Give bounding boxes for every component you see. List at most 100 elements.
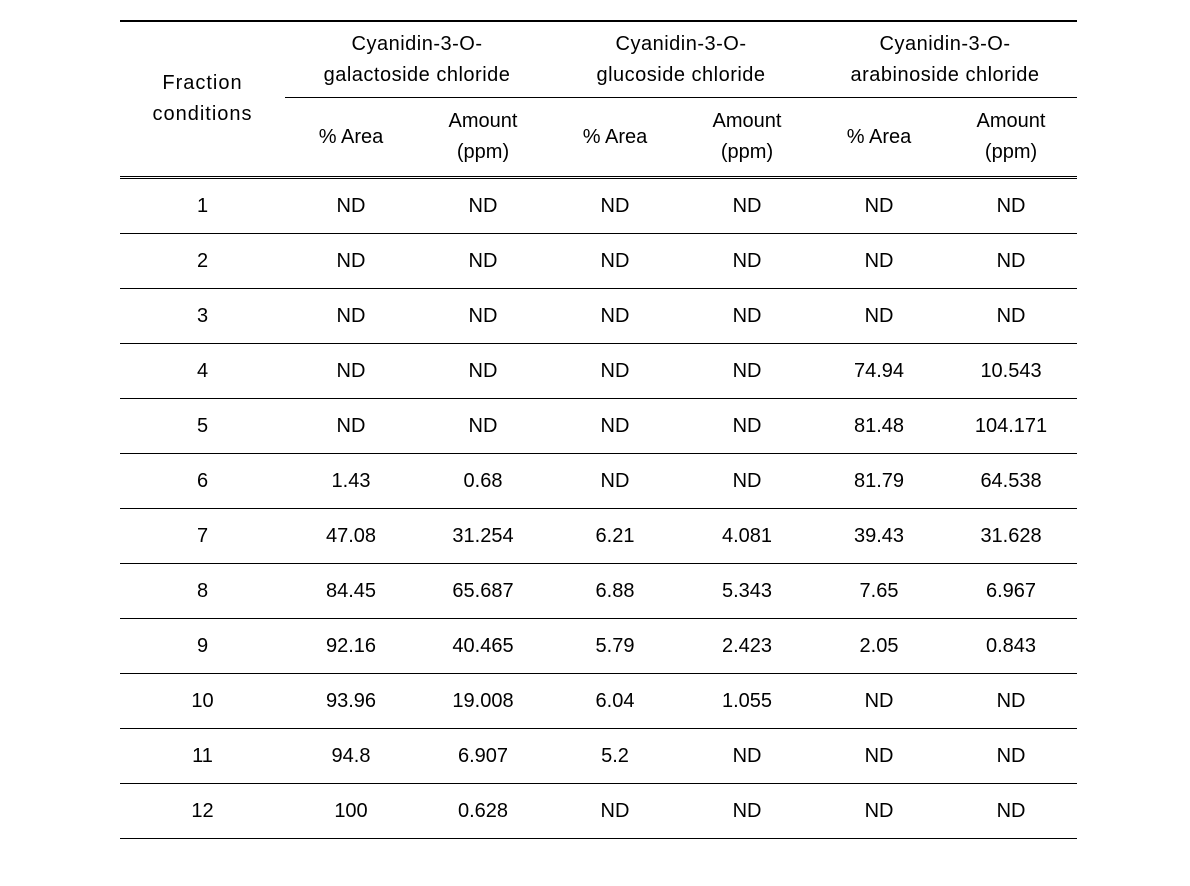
header-compound-2: Cyanidin-3-O- glucoside chloride — [549, 21, 813, 98]
cell-value: 47.08 — [285, 509, 417, 564]
cell-value: ND — [681, 234, 813, 289]
cell-value: 6.21 — [549, 509, 681, 564]
cell-fraction: 5 — [120, 399, 285, 454]
cell-value: ND — [417, 234, 549, 289]
cell-value: ND — [813, 784, 945, 839]
cell-fraction: 8 — [120, 564, 285, 619]
cell-value: 6.967 — [945, 564, 1077, 619]
cell-fraction: 2 — [120, 234, 285, 289]
cell-fraction: 6 — [120, 454, 285, 509]
header-compound-2-line1: Cyanidin-3-O- — [616, 33, 747, 55]
cell-value: ND — [285, 289, 417, 344]
header-area-1: % Area — [285, 98, 417, 178]
table-row: 4 ND ND ND ND 74.94 10.543 — [120, 344, 1077, 399]
cell-value: 5.79 — [549, 619, 681, 674]
cell-value: ND — [945, 729, 1077, 784]
table-row: 9 92.16 40.465 5.79 2.423 2.05 0.843 — [120, 619, 1077, 674]
table-row: 5 ND ND ND ND 81.48 104.171 — [120, 399, 1077, 454]
cell-value: 6.907 — [417, 729, 549, 784]
cell-value: 81.79 — [813, 454, 945, 509]
cell-value: 31.254 — [417, 509, 549, 564]
table-row: 1 ND ND ND ND ND ND — [120, 178, 1077, 234]
anthocyanin-fraction-table: Fraction conditions Cyanidin-3-O- galact… — [120, 20, 1077, 839]
cell-value: ND — [681, 289, 813, 344]
cell-fraction: 1 — [120, 178, 285, 234]
cell-value: ND — [813, 729, 945, 784]
cell-value: 6.88 — [549, 564, 681, 619]
header-compound-1-line1: Cyanidin-3-O- — [352, 33, 483, 55]
header-amount-1: Amount (ppm) — [417, 98, 549, 178]
header-area-3: % Area — [813, 98, 945, 178]
cell-value: ND — [417, 178, 549, 234]
table-row: 6 1.43 0.68 ND ND 81.79 64.538 — [120, 454, 1077, 509]
cell-value: ND — [549, 784, 681, 839]
cell-value: 2.05 — [813, 619, 945, 674]
cell-value: ND — [549, 178, 681, 234]
cell-value: 81.48 — [813, 399, 945, 454]
cell-value: ND — [681, 399, 813, 454]
cell-fraction: 12 — [120, 784, 285, 839]
cell-value: ND — [549, 399, 681, 454]
cell-value: ND — [285, 399, 417, 454]
cell-fraction: 3 — [120, 289, 285, 344]
cell-value: 40.465 — [417, 619, 549, 674]
header-fraction-conditions: Fraction conditions — [120, 21, 285, 178]
cell-value: 93.96 — [285, 674, 417, 729]
cell-value: 1.43 — [285, 454, 417, 509]
cell-value: ND — [285, 344, 417, 399]
table-row: 3 ND ND ND ND ND ND — [120, 289, 1077, 344]
table-header-compounds: Fraction conditions Cyanidin-3-O- galact… — [120, 21, 1077, 98]
cell-value: ND — [945, 784, 1077, 839]
cell-value: ND — [285, 234, 417, 289]
header-fraction-line1: Fraction — [162, 72, 242, 94]
cell-value: 0.628 — [417, 784, 549, 839]
cell-value: 6.04 — [549, 674, 681, 729]
cell-value: 10.543 — [945, 344, 1077, 399]
cell-value: 0.843 — [945, 619, 1077, 674]
cell-value: 5.2 — [549, 729, 681, 784]
cell-value: ND — [945, 289, 1077, 344]
cell-fraction: 11 — [120, 729, 285, 784]
cell-value: ND — [681, 178, 813, 234]
cell-value: 5.343 — [681, 564, 813, 619]
table-row: 11 94.8 6.907 5.2 ND ND ND — [120, 729, 1077, 784]
header-fraction-line2: conditions — [152, 103, 252, 125]
cell-value: ND — [945, 234, 1077, 289]
cell-value: 1.055 — [681, 674, 813, 729]
header-compound-3-line2: arabinoside chloride — [851, 64, 1040, 86]
header-compound-1: Cyanidin-3-O- galactoside chloride — [285, 21, 549, 98]
header-compound-2-line2: glucoside chloride — [596, 64, 765, 86]
cell-value: ND — [417, 344, 549, 399]
cell-value: ND — [681, 344, 813, 399]
cell-value: 7.65 — [813, 564, 945, 619]
cell-value: ND — [813, 289, 945, 344]
cell-fraction: 7 — [120, 509, 285, 564]
cell-value: 64.538 — [945, 454, 1077, 509]
table-row: 2 ND ND ND ND ND ND — [120, 234, 1077, 289]
cell-value: 31.628 — [945, 509, 1077, 564]
cell-value: ND — [681, 729, 813, 784]
table-row: 8 84.45 65.687 6.88 5.343 7.65 6.967 — [120, 564, 1077, 619]
table-row: 7 47.08 31.254 6.21 4.081 39.43 31.628 — [120, 509, 1077, 564]
cell-value: 74.94 — [813, 344, 945, 399]
cell-value: ND — [813, 234, 945, 289]
cell-value: 92.16 — [285, 619, 417, 674]
cell-value: ND — [549, 234, 681, 289]
header-compound-1-line2: galactoside chloride — [324, 64, 511, 86]
cell-value: ND — [945, 178, 1077, 234]
table-row: 12 100 0.628 ND ND ND ND — [120, 784, 1077, 839]
cell-value: ND — [813, 674, 945, 729]
cell-value: 104.171 — [945, 399, 1077, 454]
cell-value: ND — [681, 454, 813, 509]
cell-value: ND — [417, 399, 549, 454]
header-amount-2: Amount (ppm) — [681, 98, 813, 178]
cell-value: 39.43 — [813, 509, 945, 564]
cell-value: ND — [285, 178, 417, 234]
cell-value: 4.081 — [681, 509, 813, 564]
cell-value: 84.45 — [285, 564, 417, 619]
cell-value: 2.423 — [681, 619, 813, 674]
cell-value: 0.68 — [417, 454, 549, 509]
cell-value: 94.8 — [285, 729, 417, 784]
cell-value: ND — [549, 454, 681, 509]
header-amount-3: Amount (ppm) — [945, 98, 1077, 178]
